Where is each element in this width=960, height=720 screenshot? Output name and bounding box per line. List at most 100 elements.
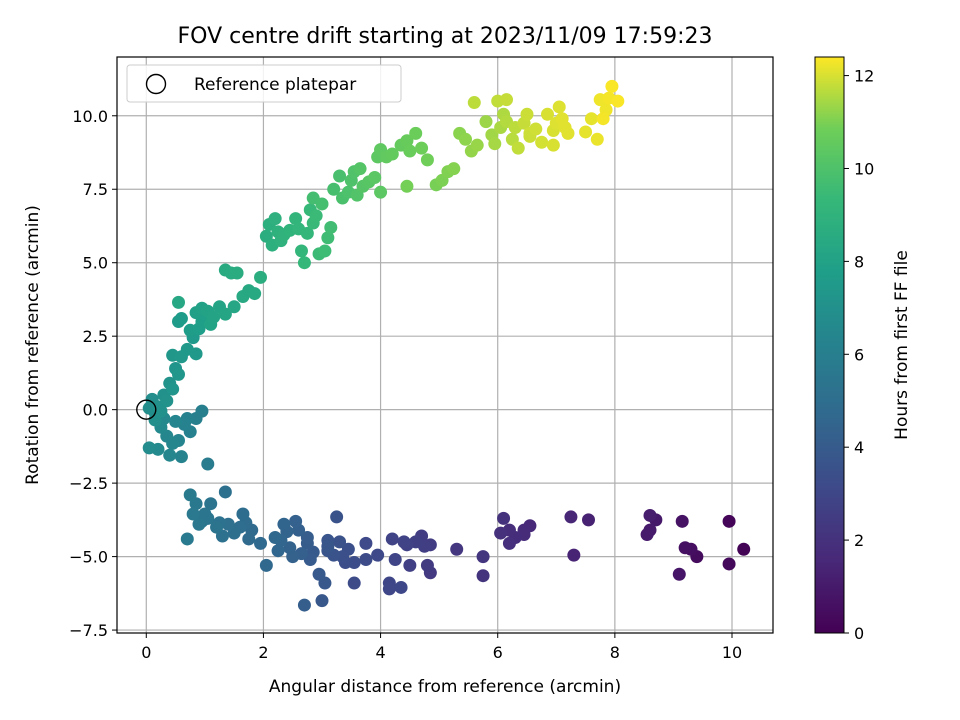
data-point xyxy=(476,569,490,583)
data-point xyxy=(333,535,347,549)
y-tick-label: −7.5 xyxy=(69,621,108,640)
colorbar-gradient xyxy=(814,56,845,634)
data-point xyxy=(277,517,291,531)
data-point xyxy=(643,508,657,522)
data-point xyxy=(289,212,303,226)
data-point xyxy=(295,244,308,258)
data-point xyxy=(546,138,560,152)
data-point xyxy=(385,532,399,546)
data-point xyxy=(541,107,554,121)
data-point xyxy=(675,514,689,528)
data-point xyxy=(388,553,402,567)
data-point xyxy=(201,457,215,471)
legend-entry-label: Reference platepar xyxy=(194,75,356,95)
data-point xyxy=(611,94,625,108)
y-tick-label: 5.0 xyxy=(83,254,108,273)
plot-area-frame xyxy=(116,56,774,634)
y-tick-label: −5.0 xyxy=(69,548,108,567)
data-point xyxy=(385,147,399,161)
data-point xyxy=(271,544,285,558)
data-point xyxy=(230,266,244,280)
data-point xyxy=(409,126,423,140)
data-point xyxy=(640,528,654,542)
data-point xyxy=(590,132,604,146)
data-point xyxy=(368,170,382,184)
data-point xyxy=(283,541,297,555)
data-point xyxy=(605,79,619,93)
data-point xyxy=(397,535,411,549)
data-points xyxy=(142,79,751,612)
y-tick-label: 2.5 xyxy=(83,327,108,346)
data-point xyxy=(561,126,575,140)
data-point xyxy=(359,536,373,550)
data-point xyxy=(353,162,367,176)
legend-marker-reference-icon xyxy=(145,73,167,95)
colorbar-tick-label: 4 xyxy=(854,438,864,457)
data-point xyxy=(324,220,338,234)
data-point xyxy=(467,96,481,110)
x-tick-label: 8 xyxy=(610,643,620,662)
data-point xyxy=(300,226,314,240)
data-point xyxy=(172,367,185,381)
data-point xyxy=(420,558,434,572)
data-point xyxy=(172,295,185,309)
colorbar-label: Hours from first FF file xyxy=(892,250,912,440)
data-point xyxy=(248,287,262,301)
data-point xyxy=(169,414,183,428)
data-point xyxy=(207,310,221,324)
data-point xyxy=(183,488,197,502)
data-point xyxy=(529,122,543,136)
data-point xyxy=(564,510,578,524)
y-axis-label: Rotation from reference (arcmin) xyxy=(23,205,43,485)
data-point xyxy=(359,553,373,567)
data-point xyxy=(166,382,180,396)
data-point xyxy=(722,514,736,528)
data-point xyxy=(204,497,218,511)
legend-box xyxy=(126,64,402,103)
data-point xyxy=(227,300,241,314)
data-point xyxy=(403,558,417,572)
data-point xyxy=(218,485,232,499)
data-point xyxy=(154,404,168,418)
data-point xyxy=(218,307,232,321)
data-point xyxy=(321,231,335,245)
data-point xyxy=(321,539,335,553)
data-point xyxy=(297,598,311,612)
colorbar-ticks: 0 2 4 6 8 10 12 xyxy=(844,67,874,643)
data-point xyxy=(459,132,472,146)
data-point xyxy=(552,100,566,114)
data-point xyxy=(347,576,361,590)
data-point xyxy=(400,179,414,193)
colorbar-tick-label: 2 xyxy=(854,531,864,550)
reference-platepar-marker xyxy=(136,399,157,420)
colorbar-tick-label: 12 xyxy=(854,67,874,86)
x-tick-label: 6 xyxy=(493,643,503,662)
data-point xyxy=(403,144,417,158)
x-axis-label: Angular distance from reference (arcmin) xyxy=(269,677,621,697)
y-tick-label: 0.0 xyxy=(83,401,108,420)
data-point xyxy=(268,530,282,544)
data-point xyxy=(420,153,434,167)
data-point xyxy=(520,107,534,121)
x-tick-label: 4 xyxy=(375,643,385,662)
data-point xyxy=(447,162,461,176)
data-point xyxy=(494,526,508,540)
data-point xyxy=(497,511,511,525)
data-point xyxy=(479,115,493,129)
data-point xyxy=(672,567,686,581)
data-point xyxy=(189,347,203,361)
data-point xyxy=(192,517,206,531)
data-point xyxy=(160,394,174,408)
colorbar: 0 2 4 6 8 10 12 Hours from first FF file xyxy=(814,56,912,643)
y-axis-ticks: −7.5 −5.0 −2.5 0.0 2.5 5.0 7.5 10.0 xyxy=(69,107,117,640)
data-point xyxy=(242,532,256,546)
data-point xyxy=(584,112,598,126)
data-point xyxy=(174,450,188,464)
data-point xyxy=(289,514,303,528)
colorbar-tick-label: 0 xyxy=(854,624,864,643)
data-point xyxy=(315,197,329,211)
legend: Reference platepar xyxy=(126,64,402,103)
y-tick-label: −2.5 xyxy=(69,474,108,493)
data-point xyxy=(254,270,267,284)
